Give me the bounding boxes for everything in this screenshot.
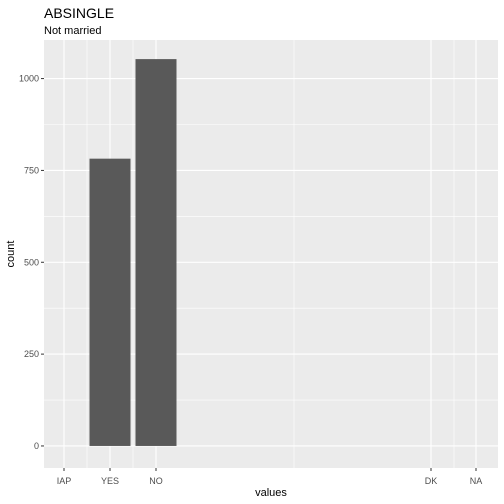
- bars: [89, 59, 177, 446]
- y-axis-title: count: [5, 241, 17, 268]
- chart-subtitle: Not married: [44, 25, 101, 37]
- x-tick-label: IAP: [57, 476, 72, 486]
- bar-no: [135, 59, 177, 446]
- y-tick-label: 0: [34, 441, 39, 451]
- chart-title: ABSINGLE: [44, 5, 114, 21]
- y-tick-label: 1000: [19, 74, 39, 84]
- y-axis-ticks: 0 250 500 750 1000: [19, 74, 44, 451]
- x-tick-label: DK: [425, 476, 438, 486]
- y-tick-label: 500: [24, 257, 39, 267]
- x-tick-label: YES: [101, 476, 119, 486]
- x-axis-title: values: [255, 487, 287, 499]
- x-tick-label: NA: [470, 476, 483, 486]
- y-tick-label: 750: [24, 165, 39, 175]
- x-axis-ticks: IAP YES NO DK NA: [57, 468, 483, 486]
- bar-yes: [89, 158, 131, 446]
- x-tick-label: NO: [149, 476, 163, 486]
- y-tick-label: 250: [24, 349, 39, 359]
